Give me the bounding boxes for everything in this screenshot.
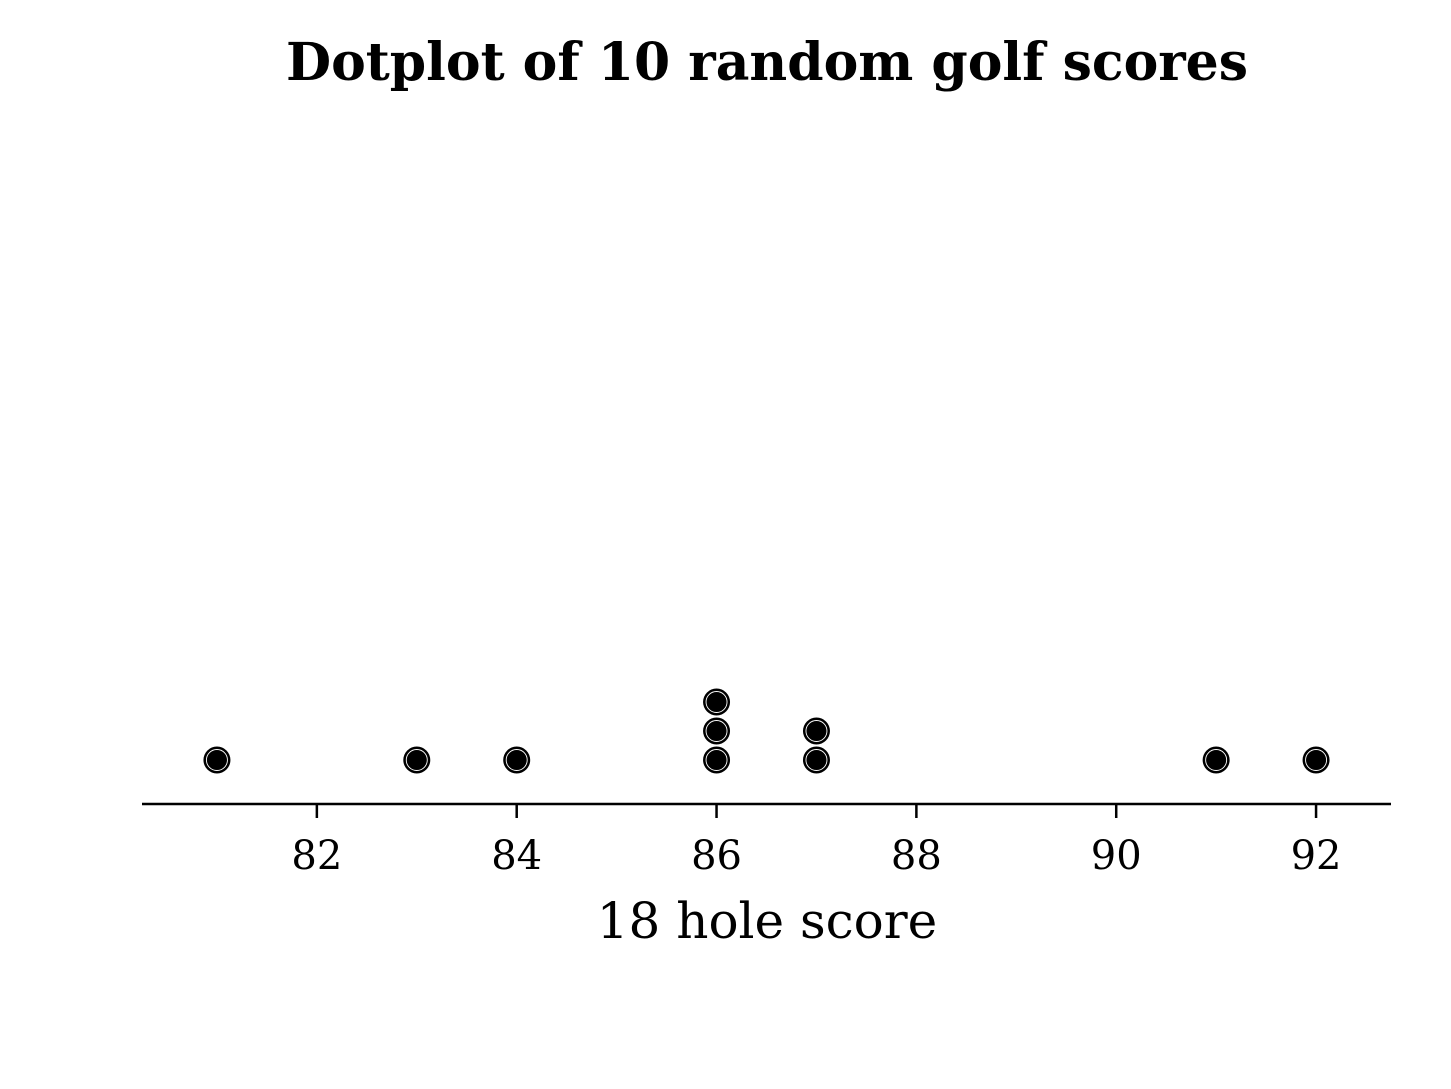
x-axis-ticks: 82 84 86 88 90 92 <box>291 804 1342 879</box>
data-dot <box>703 688 731 716</box>
x-tick-label: 82 <box>291 833 342 879</box>
data-dot <box>1202 746 1230 774</box>
data-dot <box>203 746 231 774</box>
x-tick-label: 84 <box>491 833 542 879</box>
dots-layer <box>203 688 1330 774</box>
x-tick-label: 90 <box>1091 833 1142 879</box>
data-dot <box>503 746 531 774</box>
data-dot <box>703 717 731 745</box>
data-dot <box>703 746 731 774</box>
x-tick-label: 86 <box>691 833 742 879</box>
x-axis-title: 18 hole score <box>597 892 938 950</box>
data-dot <box>802 746 830 774</box>
data-dot <box>802 717 830 745</box>
chart-title: Dotplot of 10 random golf scores <box>286 32 1248 93</box>
x-tick-label: 88 <box>891 833 942 879</box>
data-dot <box>403 746 431 774</box>
x-tick-label: 92 <box>1291 833 1342 879</box>
data-dot <box>1302 746 1330 774</box>
